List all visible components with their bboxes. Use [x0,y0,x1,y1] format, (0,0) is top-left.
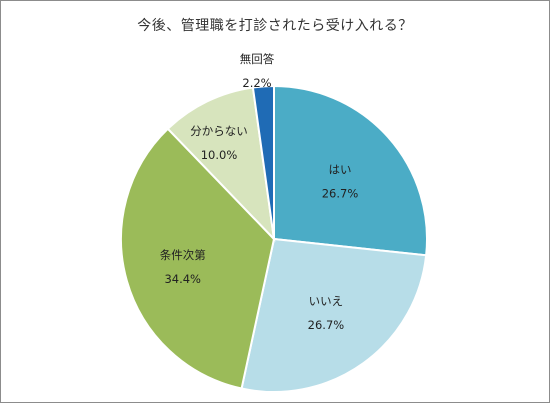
slice-label-name-4: 無回答 [240,52,275,66]
chart-title: 今後、管理職を打診されたら受け入れる？ [137,18,413,34]
slice-label-name-1: いいえ [309,294,344,308]
pie-slice-4 [251,84,275,240]
slice-label-name-3: 分からない [190,124,248,138]
pie-slice-3 [166,86,276,242]
pie-slice-2 [120,127,276,390]
pie-slices [120,84,428,393]
slice-label-value-4: 2.2% [242,76,271,90]
pie-slice-1 [240,237,428,393]
slice-label-value-0: 26.7% [322,187,359,201]
pie-slice-0 [273,84,428,257]
pie-labels: はい 26.7% いいえ 26.7% 条件次第 34.4% 分からない 10.0% 無回答 2.2… [160,52,359,332]
slice-label-value-2: 34.4% [164,272,201,286]
slice-label-value-1: 26.7% [308,318,345,332]
slice-label-name-0: はい [329,163,352,177]
slice-label-value-3: 10.0% [201,148,238,162]
slice-label-name-2: 条件次第 [160,248,206,262]
